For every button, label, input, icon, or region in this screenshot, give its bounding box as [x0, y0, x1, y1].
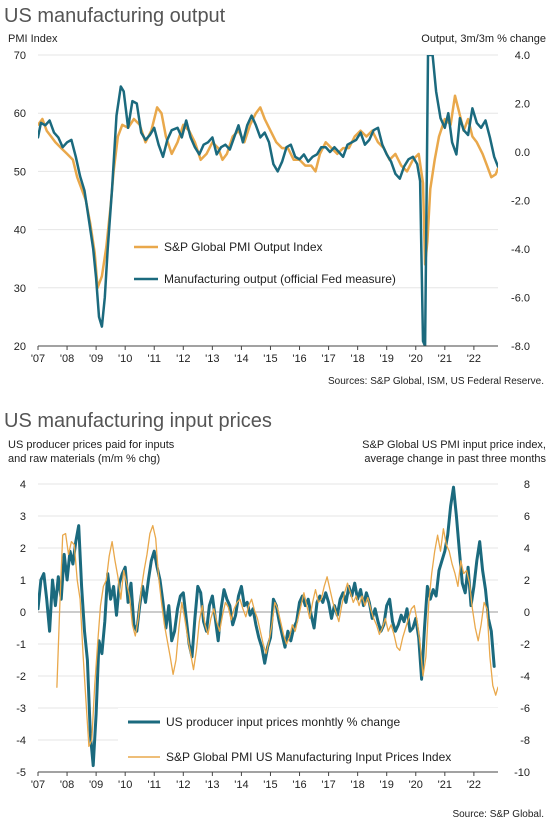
output-left-tick-label: 20	[14, 341, 26, 353]
input-prices-chart-title: US manufacturing input prices	[4, 410, 272, 432]
input-left-tick-label: -4	[16, 735, 26, 747]
output-x-tick-label: '15	[263, 353, 277, 365]
legend-label-producer-prices: US producer input prices monhtly % chang…	[166, 715, 400, 729]
input-left-tick-label: -3	[16, 703, 26, 715]
output-x-tick-label: '18	[350, 353, 364, 365]
output-x-tick-label: '10	[118, 353, 132, 365]
output-x-tick-label: '17	[321, 353, 335, 365]
output-x-tick-label: '22	[467, 353, 481, 365]
input-left-tick-label: -1	[16, 639, 26, 651]
input-axes: 4 3 2 1 0 -1 -2 -3 -4 -5 8 6 4 2 0 -2 -4 -6 -8 -10 '07 '08 '09…	[16, 479, 530, 791]
output-right-tick-label: 4.0	[515, 50, 530, 62]
output-left-tick-label: 50	[14, 166, 26, 178]
output-x-tick-label: '20	[409, 353, 423, 365]
input-left-tick-label: -2	[16, 671, 26, 683]
input-x-tick-label: '20	[409, 779, 423, 791]
input-x-tick-label: '08	[60, 779, 74, 791]
input-left-axis-label-line2: and raw materials (m/m % chg)	[8, 453, 160, 465]
input-left-tick-label: 2	[20, 543, 26, 555]
output-x-tick-label: '12	[176, 353, 190, 365]
input-legend-background	[118, 708, 514, 770]
input-x-tick-label: '09	[89, 779, 103, 791]
input-series-line-2	[56, 524, 498, 748]
input-right-tick-label: -2	[520, 639, 530, 651]
input-right-tick-label: 0	[524, 607, 530, 619]
input-series-lines	[38, 485, 498, 768]
input-left-axis-label-line1: US producer prices paid for inputs	[8, 439, 175, 451]
input-right-tick-label: 2	[524, 575, 530, 587]
output-x-tick-label: '16	[292, 353, 306, 365]
output-chart: US manufacturing output PMI Index Output…	[4, 5, 546, 387]
output-right-tick-label: -8.0	[511, 341, 530, 353]
legend-label-fed-output: Manufacturing output (official Fed measu…	[164, 272, 396, 286]
input-x-tick-label: '21	[438, 779, 452, 791]
input-x-tick-label: '13	[205, 779, 219, 791]
legend-label-pmi-output: S&P Global PMI Output Index	[164, 240, 323, 254]
input-right-tick-label: 4	[524, 543, 530, 555]
input-x-tick-label: '17	[321, 779, 335, 791]
input-right-tick-label: 6	[524, 511, 530, 523]
input-right-tick-label: -8	[520, 735, 530, 747]
input-x-tick-label: '15	[263, 779, 277, 791]
output-x-tick-label: '21	[438, 353, 452, 365]
input-x-tick-label: '18	[350, 779, 364, 791]
output-left-tick-label: 70	[14, 50, 26, 62]
input-x-tick-label: '14	[234, 779, 248, 791]
input-left-tick-label: 4	[20, 479, 26, 491]
output-left-axis-label: PMI Index	[8, 33, 58, 45]
input-left-tick-label: 3	[20, 511, 26, 523]
output-chart-title: US manufacturing output	[4, 5, 226, 27]
input-left-tick-label: -5	[16, 767, 26, 779]
input-x-tick-label: '16	[292, 779, 306, 791]
output-left-tick-label: 40	[14, 225, 26, 237]
input-x-tick-label: '10	[118, 779, 132, 791]
output-series-line-2	[38, 55, 498, 346]
output-right-tick-label: -4.0	[511, 244, 530, 256]
input-right-tick-label: -10	[514, 767, 530, 779]
input-right-axis-label-line2: average change in past three months	[364, 453, 546, 465]
input-legend: US producer input prices monhtly % chang…	[118, 708, 514, 770]
input-x-tick-label: '22	[467, 779, 481, 791]
input-right-tick-label: 8	[524, 479, 530, 491]
output-series-line-1	[38, 94, 498, 290]
output-axes: 70 60 50 40 30 20 4.0 2.0 0.0 -2.0 -4.0 -6.0 -8.0 '07…	[14, 50, 530, 365]
output-x-tick-label: '19	[380, 353, 394, 365]
output-series-lines	[38, 55, 498, 346]
output-left-tick-label: 30	[14, 283, 26, 295]
input-x-tick-label: '07	[31, 779, 45, 791]
output-source-note: Sources: S&P Global, ISM, US Federal Res…	[328, 376, 544, 387]
output-right-tick-label: 0.0	[515, 147, 530, 159]
input-right-tick-label: -4	[520, 671, 530, 683]
output-legend: S&P Global PMI Output Index Manufacturin…	[134, 240, 396, 286]
output-x-tick-label: '08	[60, 353, 74, 365]
output-x-tick-label: '09	[89, 353, 103, 365]
output-right-tick-label: -2.0	[511, 196, 530, 208]
input-source-note: Source: S&P Global.	[452, 809, 544, 820]
output-x-tick-label: '13	[205, 353, 219, 365]
input-left-tick-label: 0	[20, 607, 26, 619]
output-x-tick-label: '11	[147, 353, 161, 365]
input-x-tick-label: '19	[380, 779, 394, 791]
input-prices-chart: US manufacturing input prices US produce…	[4, 410, 546, 820]
input-right-tick-label: -6	[520, 703, 530, 715]
output-right-axis-label: Output, 3m/3m % change	[421, 33, 546, 45]
input-x-tick-label: '11	[147, 779, 161, 791]
output-x-tick-label: '14	[234, 353, 248, 365]
legend-label-pmi-input-prices: S&P Global PMI US Manufacturing Input Pr…	[166, 750, 451, 764]
output-left-tick-label: 60	[14, 108, 26, 120]
output-right-tick-label: -6.0	[511, 293, 530, 305]
input-x-tick-label: '12	[176, 779, 190, 791]
output-right-tick-label: 2.0	[515, 99, 530, 111]
output-x-tick-label: '07	[31, 353, 45, 365]
input-right-axis-label-line1: S&P Global US PMI input price index,	[362, 439, 546, 451]
input-left-tick-label: 1	[20, 575, 26, 587]
